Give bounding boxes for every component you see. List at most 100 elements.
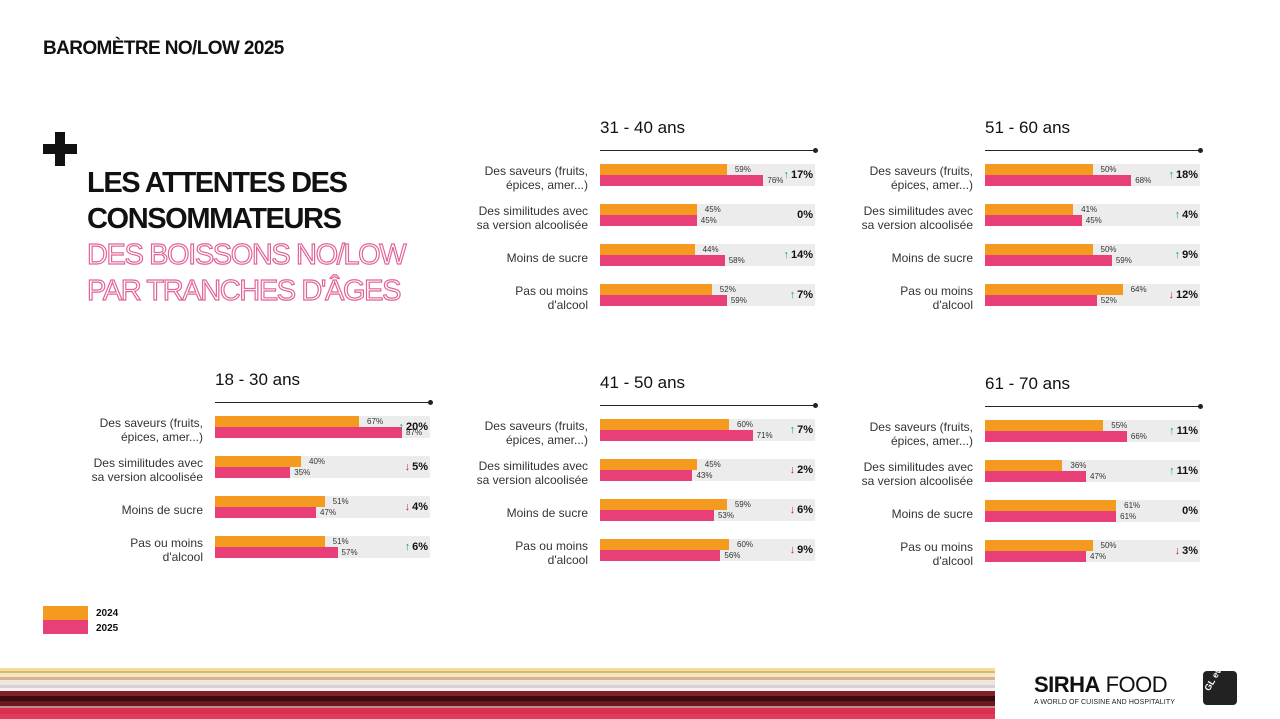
bar-2024 (215, 496, 325, 507)
bar-track: 40% 35% ↓ 5% (215, 456, 430, 478)
value-label-2024: 40% (309, 457, 326, 466)
headline-subtitle-line-2: PAR TRANCHES D'ÂGES (86, 274, 402, 307)
chart-row: Des similitudes avec sa version alcoolisé… (75, 455, 435, 485)
panel-rule (985, 150, 1201, 151)
panel-rule-dot (1198, 404, 1203, 409)
row-label-text: Moins de sucre (507, 506, 588, 520)
delta-value: 18% (1175, 169, 1198, 181)
chart-panel-61-70: 61 - 70 ans Des saveurs (fruits, épices, a… (845, 374, 1245, 584)
bar-2025 (215, 467, 291, 478)
value-label-2024: 51% (332, 497, 349, 506)
plus-icon (43, 132, 77, 166)
bar-track: 60% 56% ↓ 9% (600, 539, 815, 561)
arrow-up-icon: ↑ (1174, 249, 1181, 261)
row-label-line: épices, amer...) (505, 178, 588, 192)
delta-label: ↑ 6% (405, 541, 428, 553)
row-label-line: Des similitudes avec (863, 460, 973, 474)
arrow-up-icon: ↑ (783, 169, 789, 181)
arrow-up-icon: ↑ (783, 249, 789, 261)
delta-label: ↑ 9% (1175, 249, 1198, 261)
row-label: Des similitudes avec sa version alcoolisé… (813, 459, 973, 489)
delta-label: ↑ 17% (783, 169, 813, 181)
value-label-2024: 60% (737, 420, 754, 429)
chart-row: Pas ou moins d'alcool 60% 56% ↓ 9% (460, 538, 820, 568)
bar-2024 (600, 419, 729, 430)
value-label-2024: 36% (1070, 461, 1087, 470)
legend-swatch-2025 (43, 620, 88, 634)
row-label-text: Moins de sucre (507, 251, 588, 265)
bar-2024 (600, 204, 697, 215)
bar-2025 (985, 255, 1112, 266)
bar-track: 59% 76% ↑ 17% (600, 164, 815, 186)
stripe (0, 673, 995, 677)
row-label-line: d'alcool (932, 554, 973, 568)
value-label-2024: 60% (737, 540, 754, 549)
row-label: Des similitudes avec sa version alcoolisé… (43, 455, 203, 485)
chart-row: Moins de sucre 61% 61% 0% (845, 499, 1205, 529)
row-label: Des similitudes avec sa version alcoolisé… (428, 458, 588, 488)
row-label-text: Des similitudes avec sa version alcoolisé… (862, 460, 973, 488)
row-label-line: épices, amer...) (890, 434, 973, 448)
chart-row: Des similitudes avec sa version alcoolisé… (845, 203, 1205, 233)
row-label-line: Pas ou moins (900, 540, 973, 554)
row-label-text: Pas ou moins d'alcool (900, 284, 973, 312)
value-label-2025: 53% (717, 511, 734, 520)
row-label-line: d'alcool (547, 553, 588, 567)
chart-row: Pas ou moins d'alcool 52% 59% ↑ 7% (460, 283, 820, 313)
bar-2025 (600, 510, 714, 521)
row-label-line: Des similitudes avec (478, 459, 588, 473)
stripe (0, 680, 995, 685)
chart-row: Des similitudes avec sa version alcoolisé… (460, 458, 820, 488)
decorative-stripes (0, 668, 995, 719)
delta-value: 4% (412, 501, 428, 513)
chart-row: Des saveurs (fruits, épices, amer...) 67% 8… (75, 415, 435, 445)
row-label: Des saveurs (fruits, épices, amer...) (43, 415, 203, 445)
bar-2024 (985, 540, 1093, 551)
row-label: Pas ou moins d'alcool (428, 538, 588, 568)
bar-2025 (600, 470, 693, 481)
bar-track: 36% 47% ↑ 11% (985, 460, 1200, 482)
row-label-line: sa version alcoolisée (476, 218, 588, 232)
report-title: BAROMÈTRE NO/LOW 2025 (43, 38, 284, 59)
row-label: Moins de sucre (428, 498, 588, 528)
bar-2025 (985, 175, 1132, 186)
stripe (0, 668, 995, 671)
bar-track: 51% 57% ↑ 6% (215, 536, 430, 558)
row-label-line: Des similitudes avec (863, 204, 973, 218)
delta-label: 0% (797, 209, 813, 221)
panel-rule (215, 402, 431, 403)
bar-2025 (600, 215, 697, 226)
delta-value: 17% (790, 169, 813, 181)
logo-brand-light: FOOD (1099, 672, 1168, 697)
bar-2025 (600, 295, 727, 306)
chart-panel-41-50: 41 - 50 ans Des saveurs (fruits, épices, a… (460, 373, 860, 583)
value-label-2025: 59% (1115, 256, 1132, 265)
row-label-text: Moins de sucre (892, 251, 973, 265)
value-label-2025: 45% (1085, 216, 1102, 225)
row-label: Moins de sucre (813, 499, 973, 529)
delta-label: ↓ 6% (790, 504, 813, 516)
arrow-up-icon: ↑ (1174, 209, 1181, 221)
delta-value: 9% (797, 544, 813, 556)
row-label-line: d'alcool (547, 298, 588, 312)
delta-label: ↓ 4% (405, 501, 428, 513)
delta-value: 7% (797, 289, 813, 301)
arrow-up-icon: ↑ (1169, 425, 1175, 437)
delta-value: 14% (790, 249, 813, 261)
row-label-text: Moins de sucre (122, 503, 203, 517)
delta-value: 0% (1182, 505, 1198, 517)
gl-events-text: GL events (1203, 671, 1233, 693)
chart-row: Des similitudes avec sa version alcoolisé… (460, 203, 820, 233)
bar-2024 (600, 284, 712, 295)
value-label-2024: 50% (1100, 541, 1117, 550)
delta-value: 20% (405, 421, 428, 433)
row-label-line: Des saveurs (fruits, (484, 419, 588, 433)
delta-value: 7% (797, 424, 813, 436)
row-label-line: épices, amer...) (505, 433, 588, 447)
value-label-2025: 61% (1120, 512, 1137, 521)
delta-label: ↑ 7% (790, 424, 813, 436)
delta-value: 11% (1176, 425, 1198, 437)
row-label: Des saveurs (fruits, épices, amer...) (813, 163, 973, 193)
value-label-2025: 45% (700, 216, 717, 225)
row-label-line: Des saveurs (fruits, (99, 416, 203, 430)
